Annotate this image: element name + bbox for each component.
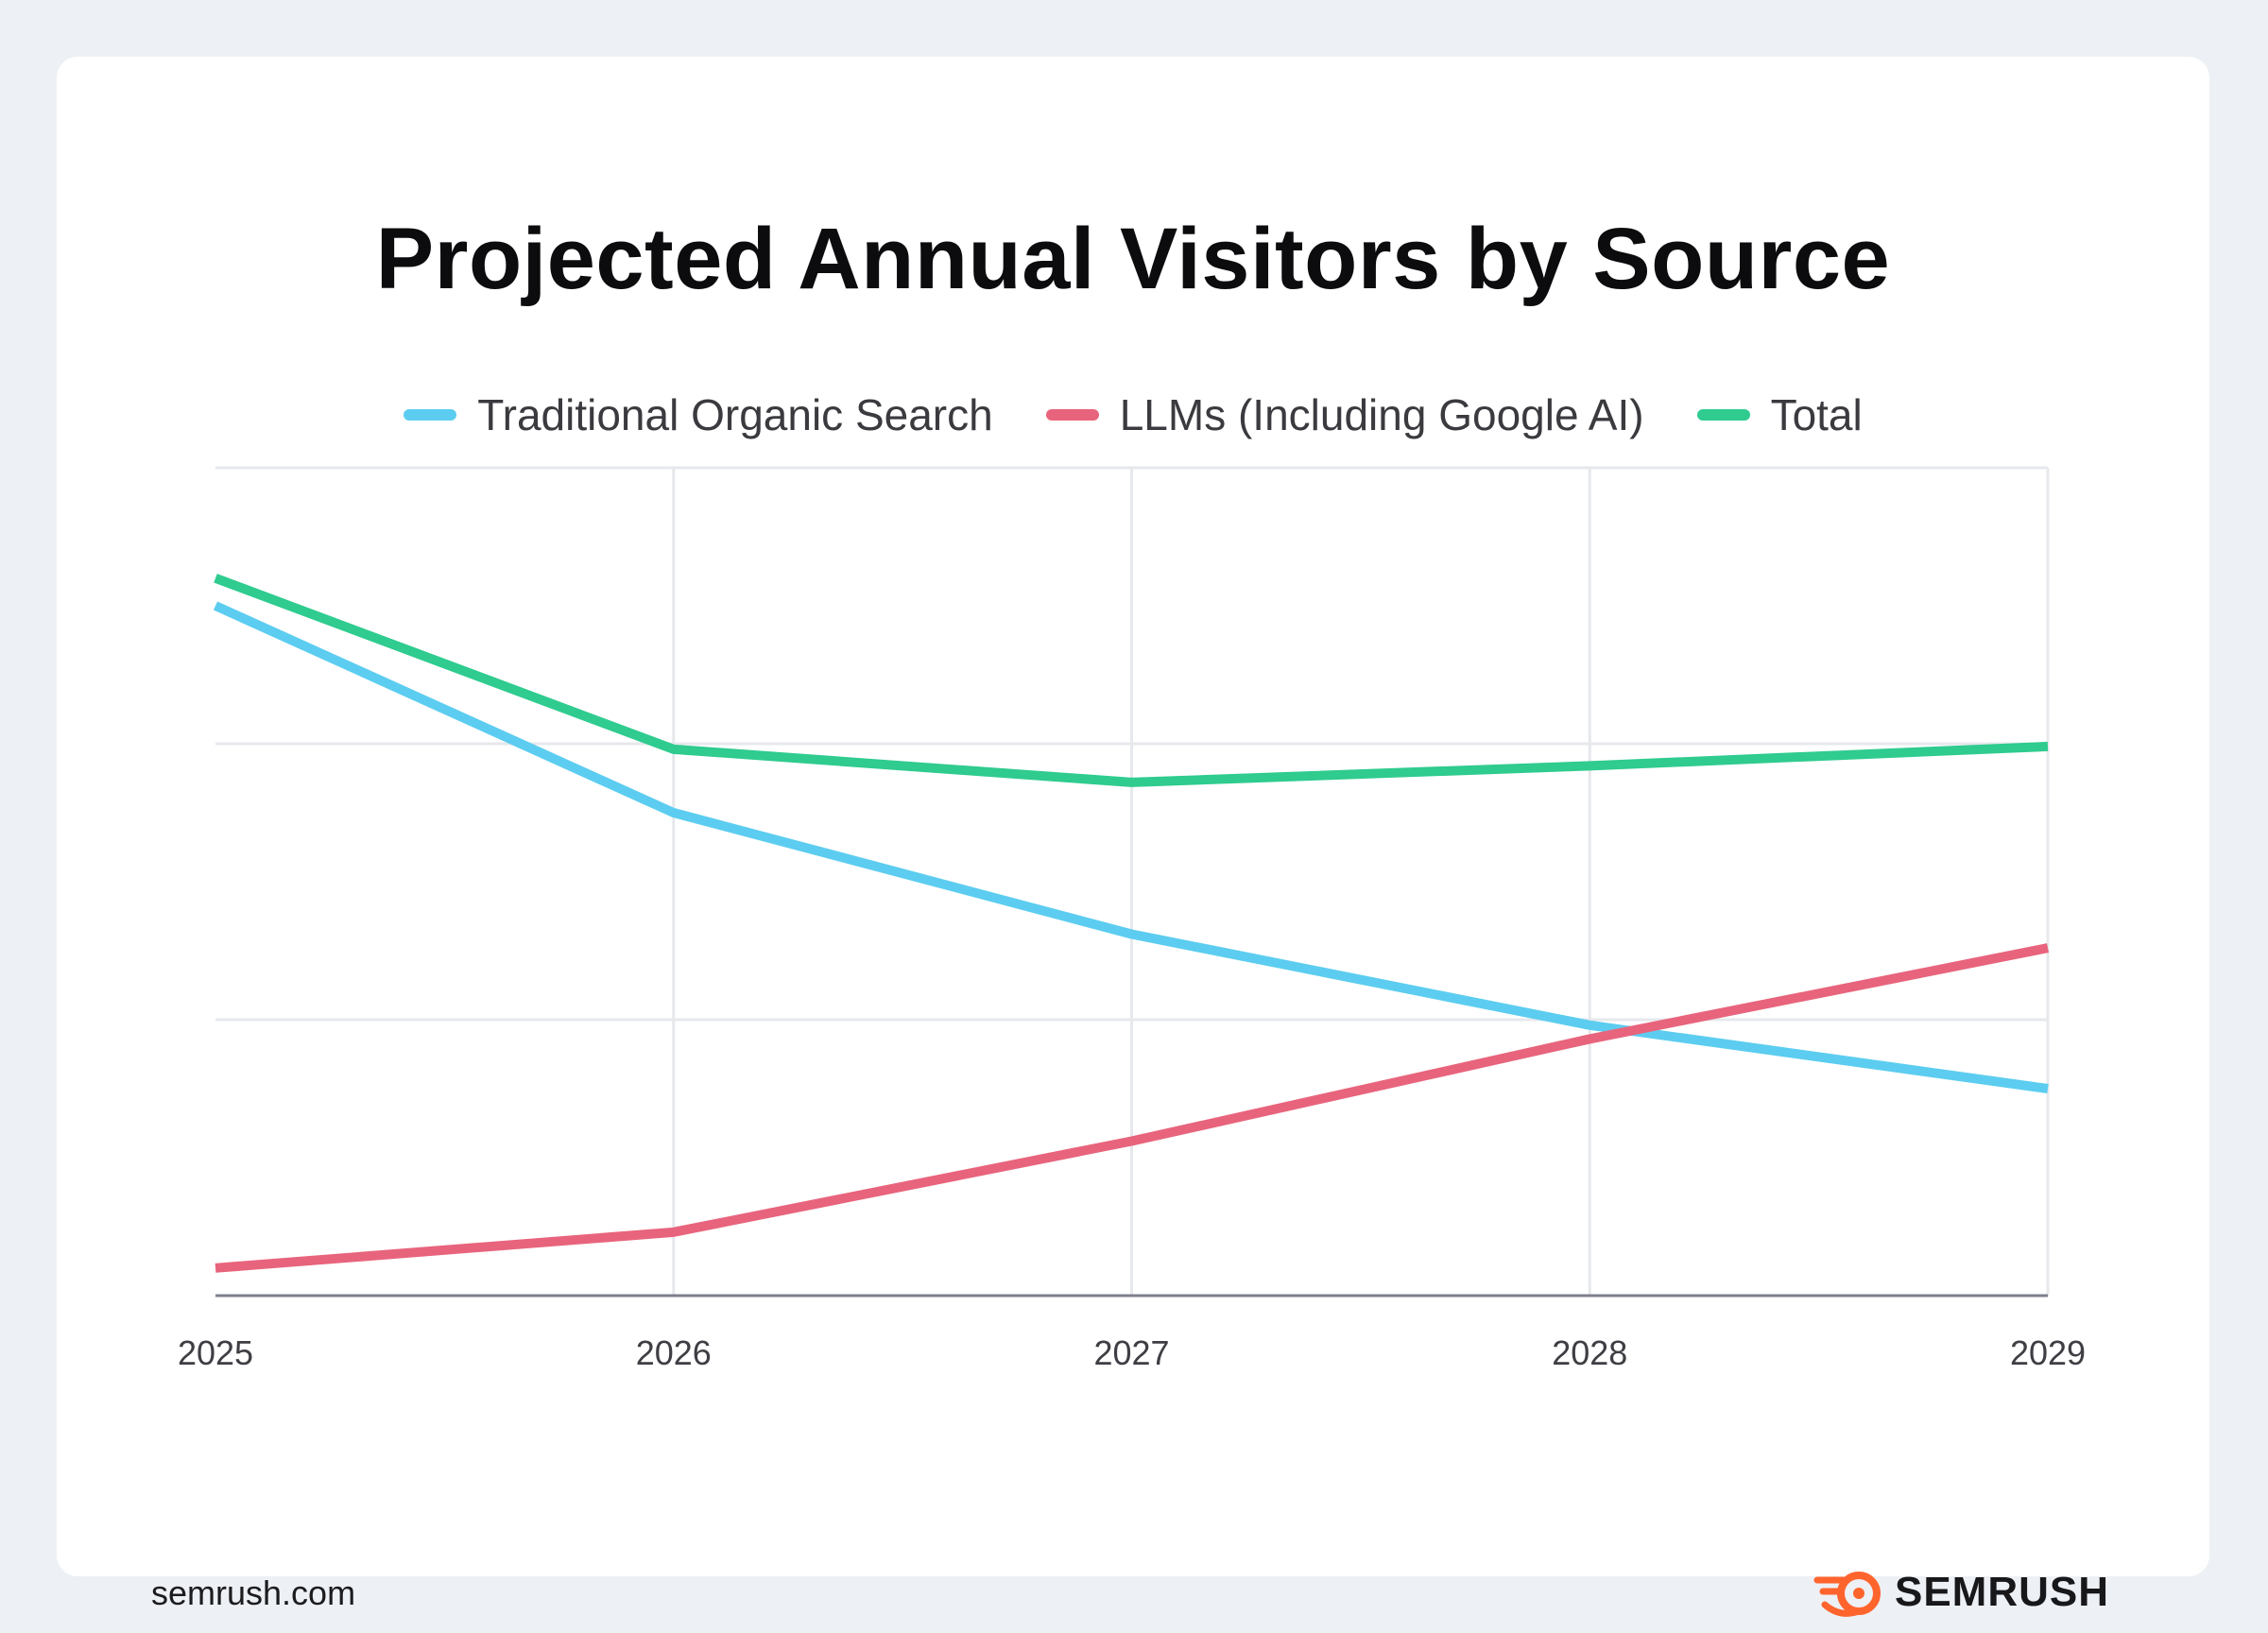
x-tick-label: 2025 (178, 1333, 253, 1372)
chart-legend: Traditional Organic Search LLMs (Includi… (57, 389, 2209, 440)
line-chart: 2025 2026 2027 2028 2029 (178, 466, 2086, 1372)
source-url: semrush.com (151, 1573, 356, 1612)
chart-card: Projected Annual Visitors by Source Trad… (57, 57, 2209, 1617)
semrush-flame-icon (1813, 1572, 1881, 1617)
legend-swatch-llms (1045, 409, 1099, 421)
x-tick-label: 2029 (2010, 1333, 2086, 1372)
brand-name: SEMRUSH (1894, 1569, 2109, 1615)
legend-swatch-total (1696, 409, 1750, 421)
legend-label-llms: LLMs (Including Google AI) (1119, 390, 1644, 439)
legend-label-total: Total (1770, 390, 1863, 439)
legend-item-organic: Traditional Organic Search (404, 389, 993, 440)
legend-item-llms: LLMs (Including Google AI) (1045, 389, 1644, 440)
x-tick-label: 2027 (1093, 1333, 1169, 1372)
x-tick-label: 2028 (1552, 1333, 1627, 1372)
chart-title: Projected Annual Visitors by Source (375, 211, 1891, 307)
x-tick-label: 2026 (636, 1333, 712, 1372)
legend-swatch-organic (404, 409, 457, 421)
semrush-logo: SEMRUSH (1812, 1567, 2109, 1618)
legend-item-total: Total (1696, 389, 1863, 440)
legend-label-organic: Traditional Organic Search (477, 390, 993, 439)
